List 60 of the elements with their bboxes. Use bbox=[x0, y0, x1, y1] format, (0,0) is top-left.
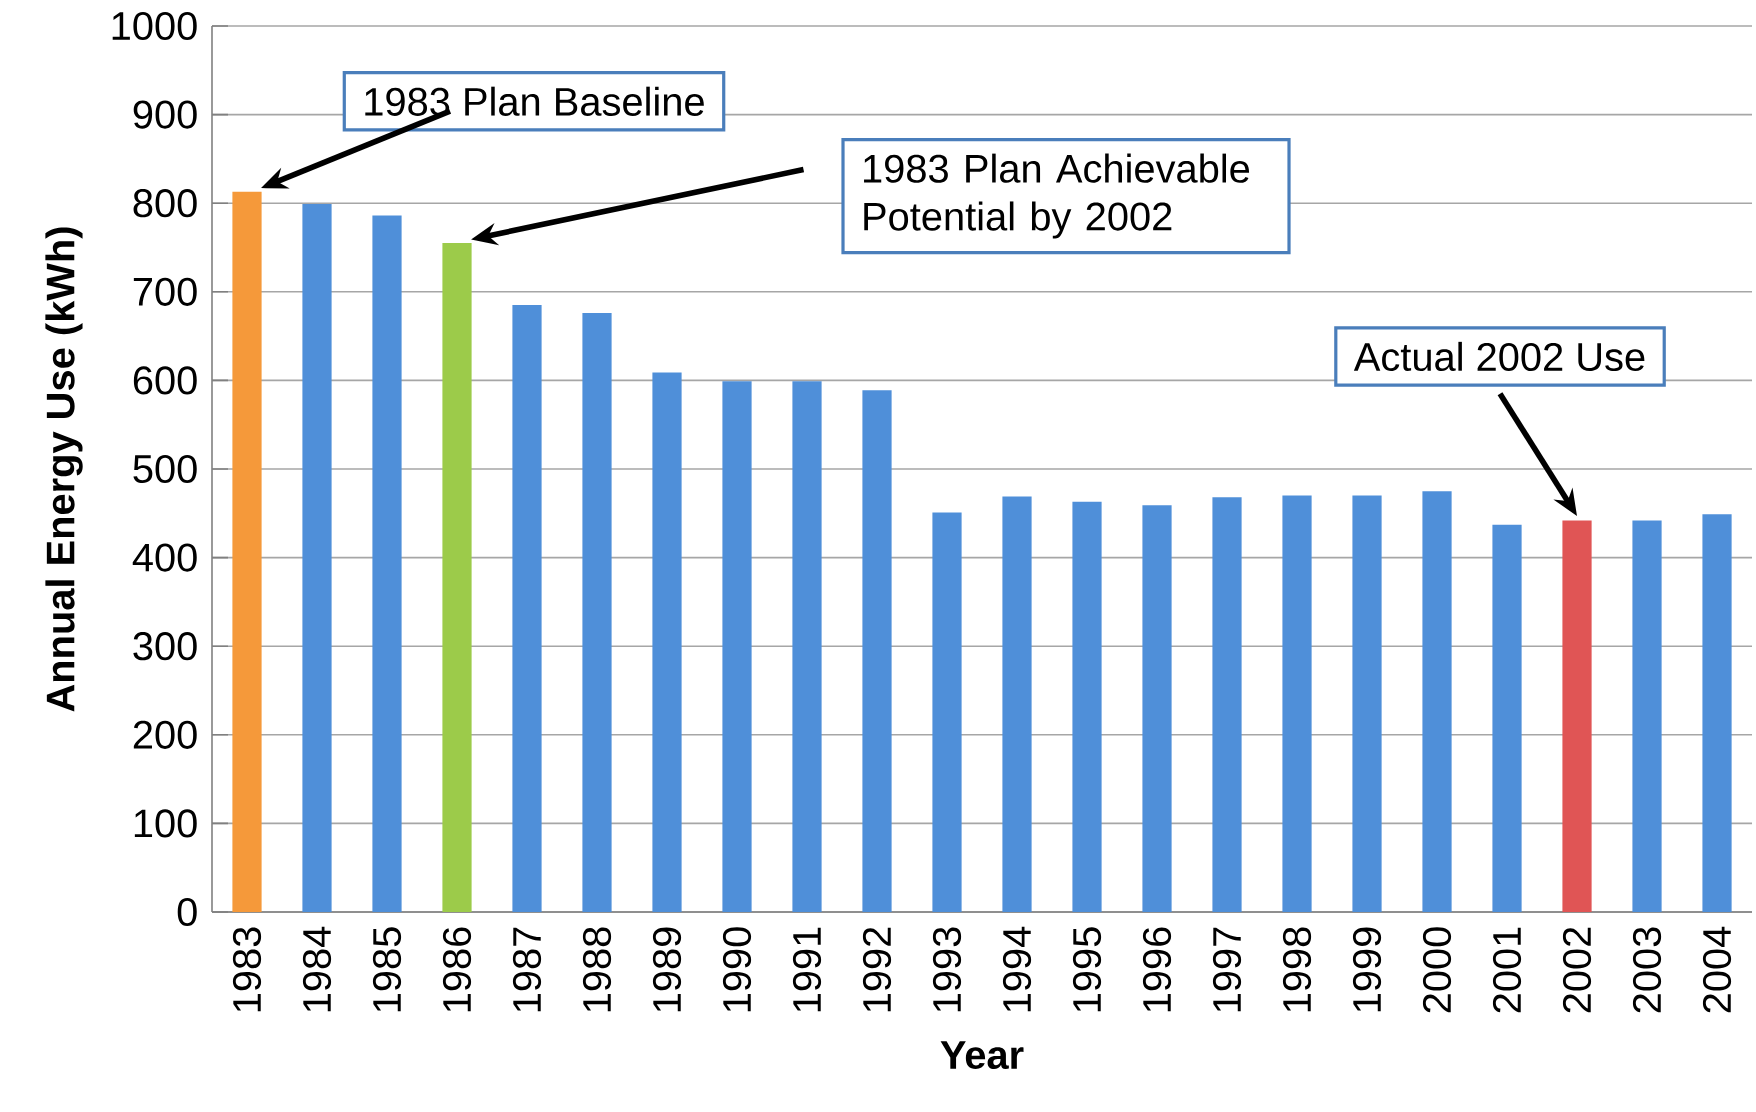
annotation: 1983 Plan Achievable Potential by 2002 bbox=[864, 153, 1250, 239]
x-tick-label: 1994 bbox=[1002, 926, 1032, 1012]
bar bbox=[1562, 520, 1592, 912]
bar bbox=[1212, 497, 1242, 912]
bar bbox=[1142, 505, 1172, 912]
x-tick-label: 1992 bbox=[862, 927, 892, 1012]
x-tick-label: 2002 bbox=[1562, 927, 1592, 1013]
bar bbox=[1002, 496, 1032, 912]
bar bbox=[862, 390, 892, 912]
x-tick-label: 1989 bbox=[652, 927, 682, 1012]
y-tick-label: 0 bbox=[177, 897, 197, 927]
annotation: 1983 Plan Baseline bbox=[365, 86, 704, 116]
y-tick-label: 600 bbox=[133, 366, 197, 395]
y-tick-label: 500 bbox=[133, 454, 197, 484]
bar bbox=[232, 191, 262, 912]
bar bbox=[792, 381, 822, 912]
bar bbox=[1702, 514, 1732, 912]
x-tick-label: 1988 bbox=[582, 927, 612, 1012]
bar bbox=[1352, 495, 1382, 912]
y-axis-title: Annual Energy Use (kWh) bbox=[45, 227, 83, 712]
x-tick-label: 1998 bbox=[1282, 927, 1312, 1012]
bar bbox=[1632, 520, 1662, 912]
y-tick-label: 1000 bbox=[112, 11, 197, 41]
y-tick-label: 700 bbox=[133, 277, 197, 306]
bar bbox=[512, 305, 542, 912]
x-tick-label: 2004 bbox=[1702, 926, 1732, 1013]
x-tick-label: 1990 bbox=[722, 927, 752, 1012]
bar bbox=[932, 512, 962, 912]
bar bbox=[1422, 491, 1452, 912]
x-tick-label: 1997 bbox=[1212, 927, 1242, 1012]
x-tick-label: 1986 bbox=[442, 927, 472, 1012]
x-tick-label: 1993 bbox=[932, 927, 962, 1012]
y-tick-label: 200 bbox=[133, 720, 197, 749]
bar bbox=[1072, 501, 1102, 912]
bar bbox=[582, 313, 612, 912]
bar bbox=[372, 215, 402, 912]
bar bbox=[722, 381, 752, 912]
bar bbox=[442, 243, 472, 912]
y-tick-label: 100 bbox=[134, 809, 197, 838]
y-tick-label: 900 bbox=[133, 100, 197, 129]
bar bbox=[1492, 524, 1522, 912]
x-tick-label: 1987 bbox=[512, 927, 542, 1012]
bar bbox=[302, 204, 332, 912]
x-tick-label: 2001 bbox=[1492, 927, 1522, 1013]
y-tick-label: 300 bbox=[133, 632, 197, 661]
x-axis-title: Year bbox=[940, 1041, 1024, 1070]
x-tick-label: 1983 bbox=[232, 927, 262, 1012]
bar bbox=[1282, 495, 1312, 912]
x-tick-label: 1995 bbox=[1072, 927, 1102, 1012]
x-tick-label: 1999 bbox=[1352, 927, 1382, 1012]
x-tick-label: 2003 bbox=[1632, 927, 1662, 1013]
x-tick-label: 1985 bbox=[372, 927, 402, 1012]
x-tick-label: 1991 bbox=[792, 927, 822, 1012]
x-tick-label: 1984 bbox=[302, 926, 332, 1012]
x-tick-label: 1996 bbox=[1142, 927, 1172, 1012]
y-tick-label: 400 bbox=[132, 543, 197, 572]
y-tick-label: 800 bbox=[133, 189, 197, 218]
bar bbox=[652, 372, 682, 912]
annotation: Actual 2002 Use bbox=[1353, 341, 1645, 372]
x-tick-label: 2000 bbox=[1422, 927, 1452, 1013]
